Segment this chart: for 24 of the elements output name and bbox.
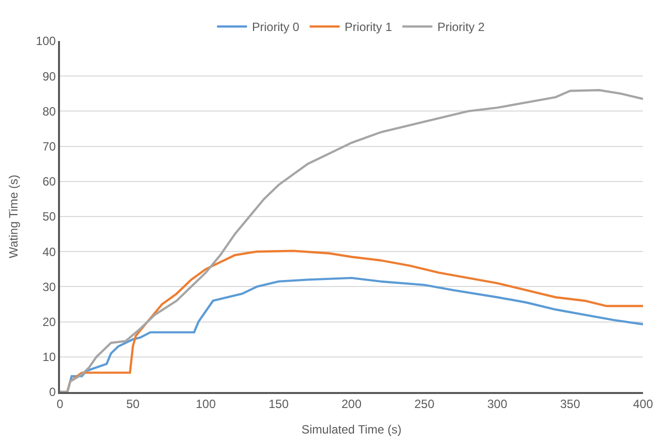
- x-tick-label: 100: [196, 397, 216, 412]
- x-tick-label: 50: [126, 397, 140, 412]
- y-tick-label: 70: [42, 140, 56, 154]
- y-tick-label: 40: [42, 244, 56, 259]
- y-tick-label: 50: [42, 210, 56, 224]
- x-tick-label: 300: [487, 397, 508, 412]
- y-tick-label: 90: [42, 69, 56, 84]
- x-tick-label: 350: [560, 397, 580, 412]
- y-tick-label: 80: [42, 104, 56, 118]
- y-axis-title: Wating Time (s): [6, 174, 21, 258]
- y-tick-label: 20: [42, 315, 56, 329]
- x-tick-label: 250: [414, 397, 435, 412]
- x-axis-title: Simulated Time (s): [301, 422, 402, 437]
- x-tick-label: 400: [632, 397, 654, 412]
- y-tick-label: 100: [36, 34, 56, 48]
- y-tick-label: 10: [42, 350, 56, 364]
- x-tick-label: 200: [341, 397, 362, 412]
- y-tick-label: 60: [42, 174, 56, 189]
- legend-label: Priority 1: [344, 20, 392, 34]
- x-tick-label: 150: [268, 397, 289, 412]
- legend-label: Priority 0: [252, 20, 300, 34]
- y-tick-label: 30: [42, 280, 56, 294]
- y-tick-label: 0: [49, 385, 56, 400]
- legend-label: Priority 2: [437, 20, 486, 34]
